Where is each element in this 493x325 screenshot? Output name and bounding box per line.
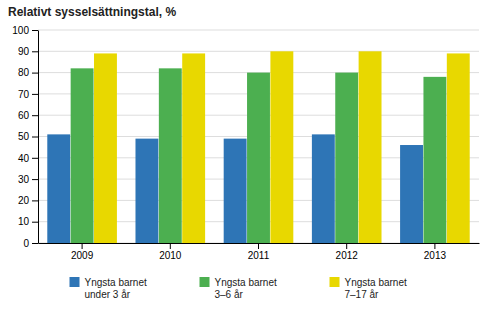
grid [38,30,479,243]
y-tick: 60 [18,110,38,121]
bar [224,139,247,243]
y-tick-label: 70 [18,89,30,100]
y-tick: 100 [12,25,38,36]
x-tick-label: 2009 [71,250,94,261]
bar [47,134,70,243]
x-tick-mark [258,243,259,249]
y-axis: 0 10 20 30 40 50 60 70 80 90 100 [12,25,38,249]
plot: 0102030405060708090100200920102011201220… [12,25,479,261]
y-tick-mark [32,243,38,244]
y-tick: 90 [18,46,38,57]
bar [400,145,423,243]
y-tick: 0 [23,238,38,249]
legend-label: Yngsta barnetunder 3 år [85,277,147,300]
y-tick: 10 [18,216,38,227]
legend-item: Yngsta barnetunder 3 år [70,277,147,300]
y-tick-label: 90 [18,46,30,57]
y-tick-mark [32,51,38,52]
legend-swatch [70,277,80,287]
y-tick: 30 [18,174,38,185]
y-tick-label: 80 [18,67,30,78]
y-tick-mark [32,94,38,95]
x-tick-label: 2010 [159,250,182,261]
x-tick-label: 2011 [248,250,270,261]
legend-label: Yngsta barnet3–6 år [215,277,277,300]
x-tick: 2010 [159,243,182,261]
bar [71,68,94,243]
grid-line [38,30,479,31]
bar [423,77,446,243]
series [94,51,470,243]
y-tick-label: 0 [23,238,29,249]
y-tick-label: 50 [18,131,30,142]
y-tick: 80 [18,67,38,78]
y-tick-mark [32,30,38,31]
bar [270,51,293,243]
y-tick-label: 30 [18,174,30,185]
x-tick: 2011 [248,243,270,261]
legend: Yngsta barnetunder 3 år Yngsta barnet3–6 … [70,277,407,300]
bar [247,73,270,243]
y-tick-label: 20 [18,195,30,206]
x-tick-mark [434,243,435,249]
y-tick: 40 [18,153,38,164]
y-tick-label: 100 [12,25,29,36]
bars [47,51,469,243]
bar [94,53,117,243]
bar [359,51,382,243]
y-tick-label: 10 [18,216,30,227]
bar [335,73,358,243]
y-tick-label: 60 [18,110,30,121]
y-axis-line [38,31,39,244]
y-tick-label: 40 [18,153,30,164]
y-tick: 70 [18,89,38,100]
y-tick-mark [32,222,38,223]
bar [135,139,158,243]
title: Relativt sysselsättningstal, % [8,5,176,19]
bar [159,68,182,243]
y-tick: 50 [18,131,38,142]
series [71,68,447,243]
x-tick: 2012 [336,243,359,261]
x-axis: 2009 2010 2011 2012 2013 [39,243,480,261]
x-tick-mark [346,243,347,249]
x-tick-mark [170,243,171,249]
x-tick: 2009 [71,243,94,261]
x-tick-mark [82,243,83,249]
y-tick-mark [32,200,38,201]
y-tick-mark [32,73,38,74]
x-tick-label: 2012 [336,250,359,261]
x-tick: 2013 [424,243,447,261]
legend-item: Yngsta barnet7–17 år [330,277,407,300]
chart: 0102030405060708090100200920102011201220… [0,0,493,325]
legend-item: Yngsta barnet3–6 år [200,277,277,300]
y-tick-mark [32,115,38,116]
legend-swatch [200,277,210,287]
legend-label: Yngsta barnet7–17 år [345,277,407,300]
y-tick: 20 [18,195,38,206]
y-tick-mark [32,158,38,159]
grid-line [38,51,479,52]
y-tick-mark [32,137,38,138]
y-tick-mark [32,179,38,180]
x-tick-label: 2013 [424,250,447,261]
bar [312,134,335,243]
legend-swatch [330,277,340,287]
bar [447,53,470,243]
bar [182,53,205,243]
